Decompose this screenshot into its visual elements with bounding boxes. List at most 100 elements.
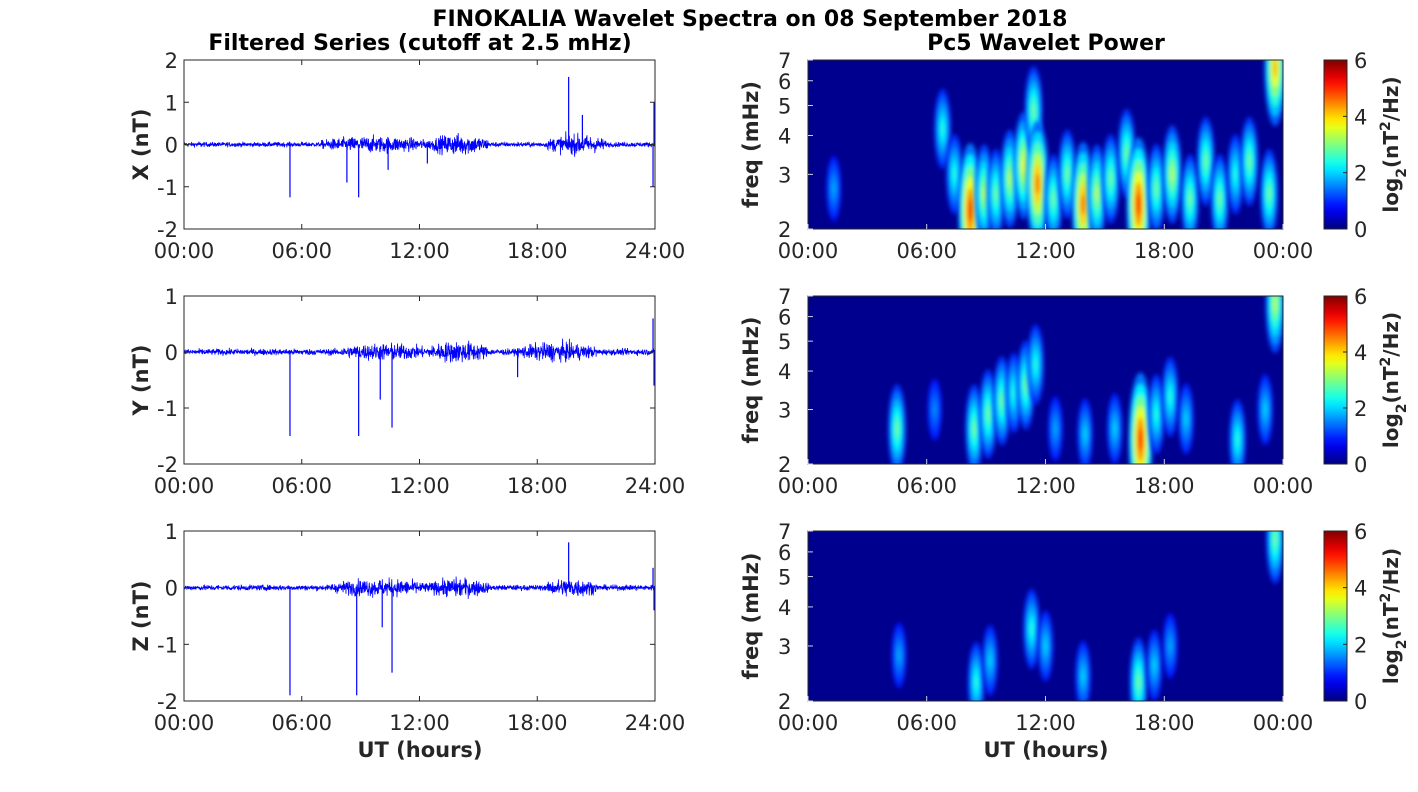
- colorbar-scale: [1323, 295, 1348, 465]
- colorbar-label: log2(nT2/Hz): [1378, 312, 1410, 448]
- freq-tick-label: 6: [778, 306, 791, 330]
- spectrum-ylabel-y: freq (mHz): [739, 317, 763, 444]
- freq-tick-label: 6: [778, 541, 791, 565]
- colorbar-tick-label: 0: [1354, 218, 1367, 242]
- series-ylabel-z: Z (nT): [129, 580, 153, 651]
- spectrum-blob-y-12: [1147, 374, 1165, 455]
- spectrum-blob-x-9: [1026, 121, 1049, 229]
- series-axes-box: [183, 295, 656, 465]
- spectrum-blob-z-0: [891, 622, 907, 689]
- spectrum-blob-y-14: [1178, 383, 1194, 455]
- colorbar-tick-label: 6: [1354, 520, 1367, 544]
- freq-tick-label: 6: [778, 70, 791, 94]
- series-xtick-label: 12:00: [389, 711, 450, 735]
- series-xtick-label: 24:00: [625, 711, 686, 735]
- colorbar-tick-label: 0: [1354, 453, 1367, 477]
- series-trace-x: [184, 131, 655, 157]
- series-ytick-label: -1: [157, 176, 178, 200]
- freq-tick-label: 2: [778, 690, 791, 714]
- series-ytick-label: -2: [157, 690, 178, 714]
- spectrum-blob-x-18: [1162, 125, 1182, 224]
- colorbar-tick-label: 2: [1354, 397, 1367, 421]
- series-xtick-label: 00:00: [154, 711, 215, 735]
- series-ytick-label: 0: [165, 341, 178, 365]
- colorbar-scale: [1323, 530, 1348, 702]
- series-xtick-label: 06:00: [271, 474, 332, 498]
- left-column-title: Filtered Series (cutoff at 2.5 mHz): [208, 31, 631, 56]
- spectrum-xtick-label: 18:00: [1134, 239, 1195, 263]
- spectrum-blob-z-5: [1075, 640, 1091, 701]
- freq-tick-label: 7: [778, 520, 791, 544]
- spectrum-blob-y-3: [979, 369, 998, 459]
- series-ytick-label: 0: [165, 134, 178, 158]
- spectrum-blob-y-16: [1257, 374, 1273, 446]
- spectrum-blob-x-17: [1147, 144, 1166, 229]
- spectrum-background: [808, 296, 1283, 464]
- left-x-axis-label: UT (hours): [357, 738, 482, 762]
- series-xtick-label: 00:00: [154, 474, 215, 498]
- spectrum-xtick-label: 00:00: [1253, 474, 1314, 498]
- spectrum-blob-x-16: [1126, 137, 1151, 229]
- freq-tick-label: 4: [778, 596, 791, 620]
- spectrum-blob-y-11: [1128, 372, 1153, 464]
- series-xtick-label: 12:00: [389, 474, 450, 498]
- spectrum-blob-y-10: [1106, 393, 1123, 464]
- freq-tick-label: 7: [778, 49, 791, 73]
- series-ytick-label: 0: [165, 577, 178, 601]
- spectrum-blob-y-7: [1027, 324, 1045, 405]
- spectrum-blob-z-2: [982, 624, 998, 696]
- spectrum-xtick-label: 06:00: [896, 711, 957, 735]
- spectrum-blob-y-9: [1077, 398, 1093, 464]
- series-panel-y: 1 0 -1 -200:00 06:00 12:00 18:00 24:00 Y (nT): [129, 285, 685, 498]
- series-xtick-label: 18:00: [507, 474, 568, 498]
- freq-tick-label: 4: [778, 124, 791, 148]
- colorbar-tick-label: 2: [1354, 633, 1367, 657]
- freq-tick-label: 2: [778, 218, 791, 242]
- freq-tick-label: 5: [778, 94, 791, 118]
- spectrum-blob-z-3: [1023, 588, 1041, 669]
- series-ytick-label: 1: [165, 285, 178, 309]
- colorbar-tick-label: 6: [1354, 285, 1367, 309]
- series-ytick-label: -1: [157, 397, 178, 421]
- series-panel-x: 2 1 0 -1 -200:00 06:00 12:00 18:00 24:00 X (nT): [129, 49, 685, 263]
- spectrum-blob-z-6: [1129, 637, 1148, 701]
- spectrum-blob-z-7: [1146, 629, 1163, 701]
- spectrum-blob-y-0: [888, 384, 907, 464]
- freq-tick-label: 3: [778, 635, 791, 659]
- series-ytick-label: -2: [157, 218, 178, 242]
- spectrum-blob-z-4: [1037, 610, 1054, 682]
- spectrum-panel-x: 2 3 4 567 00:00 06:00 12:00 18:00 00:00 freq (mHz…: [739, 49, 1314, 263]
- spectrum-xtick-label: 06:00: [896, 239, 957, 263]
- series-xtick-label: 06:00: [271, 711, 332, 735]
- spectrum-blob-x-21: [1210, 154, 1229, 229]
- spectrum-xtick-label: 00:00: [778, 474, 839, 498]
- spectrum-blob-x-25: [1264, 60, 1283, 126]
- series-ylabel-x: X (nT): [129, 109, 153, 181]
- series-xtick-label: 18:00: [507, 239, 568, 263]
- spectrum-blob-y-17: [1265, 296, 1283, 353]
- series-axes-box: [183, 530, 656, 702]
- series-xtick-label: 18:00: [507, 711, 568, 735]
- freq-tick-label: 2: [778, 453, 791, 477]
- spectrum-xtick-label: 00:00: [1253, 239, 1314, 263]
- spectrum-blob-y-15: [1229, 399, 1246, 464]
- series-xtick-label: 00:00: [154, 239, 215, 263]
- colorbar-scale: [1323, 59, 1348, 230]
- spectrum-blob-z-8: [1162, 613, 1178, 679]
- spectrum-blob-z-1: [967, 642, 985, 701]
- spectrum-xtick-label: 00:00: [778, 711, 839, 735]
- spectrum-blob-y-13: [1161, 356, 1179, 437]
- colorbar-label: log2(nT2/Hz): [1378, 76, 1410, 212]
- colorbar-tick-label: 4: [1354, 105, 1367, 129]
- series-xtick-label: 12:00: [389, 239, 450, 263]
- spectrum-ylabel-z: freq (mHz): [739, 553, 763, 680]
- colorbar-z: 0 2 4 6 log2(nT2/Hz): [1323, 520, 1410, 714]
- series-trace-y: [184, 338, 655, 363]
- series-ytick-label: 2: [165, 49, 178, 73]
- spectrum-xtick-label: 12:00: [1015, 474, 1076, 498]
- series-xtick-label: 24:00: [625, 239, 686, 263]
- colorbar-tick-label: 4: [1354, 577, 1367, 601]
- spectrum-xtick-label: 06:00: [896, 474, 957, 498]
- freq-tick-label: 3: [778, 163, 791, 187]
